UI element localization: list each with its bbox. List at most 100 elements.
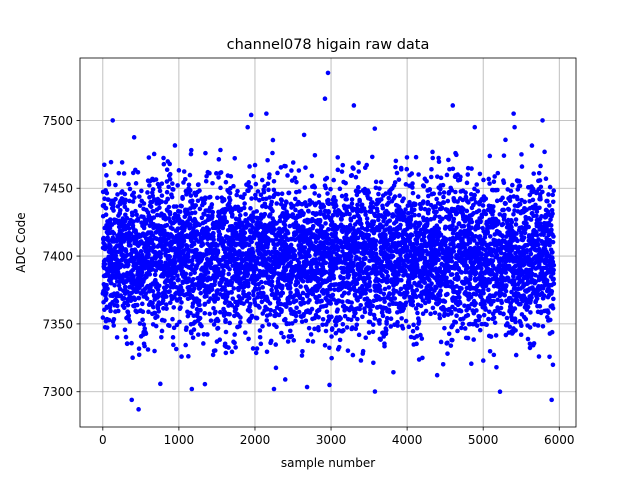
data-point (152, 272, 158, 278)
data-point (195, 332, 201, 337)
data-point (416, 172, 421, 177)
data-point (242, 230, 248, 236)
data-point (358, 221, 364, 227)
data-point (106, 317, 112, 323)
data-point (306, 209, 311, 214)
data-point (333, 203, 339, 209)
data-point (358, 302, 364, 308)
data-point (152, 348, 157, 354)
data-point (171, 342, 176, 348)
data-point (112, 282, 117, 288)
data-point (381, 291, 387, 297)
data-point (122, 191, 128, 197)
data-point (141, 322, 147, 327)
data-point (164, 179, 170, 184)
data-point (212, 348, 218, 353)
data-point (440, 182, 446, 188)
data-point (274, 324, 279, 330)
data-point (370, 329, 376, 335)
data-point (202, 310, 208, 316)
data-point (394, 170, 400, 176)
data-point (436, 159, 442, 165)
data-point (415, 194, 421, 200)
data-point (446, 157, 451, 163)
data-point (131, 274, 136, 279)
data-point (387, 191, 393, 197)
data-point (275, 170, 280, 176)
data-point (372, 126, 378, 131)
data-point (126, 226, 132, 231)
data-point (437, 315, 443, 321)
data-point (232, 340, 237, 346)
data-point (383, 328, 389, 333)
data-point (454, 210, 460, 216)
data-point (104, 290, 109, 296)
data-point (243, 330, 248, 335)
data-point (310, 339, 316, 344)
data-point (216, 175, 221, 180)
data-point (430, 149, 435, 155)
data-point (103, 212, 109, 217)
data-point (427, 187, 433, 192)
data-point (205, 270, 211, 275)
data-point (290, 160, 296, 165)
data-point (162, 288, 168, 294)
data-point (437, 191, 443, 196)
data-point (208, 318, 214, 323)
data-point (465, 312, 471, 318)
data-point (124, 207, 130, 213)
data-point (106, 197, 111, 202)
data-point (270, 137, 276, 143)
data-point (312, 184, 318, 190)
data-point (426, 299, 432, 304)
data-point (339, 169, 345, 174)
data-point (202, 381, 208, 387)
data-point (191, 327, 197, 332)
data-point (372, 389, 378, 394)
data-point (445, 291, 450, 297)
data-point (166, 184, 171, 190)
data-point (445, 351, 450, 356)
data-point (473, 301, 478, 306)
data-point (198, 307, 203, 313)
data-point (309, 173, 315, 179)
data-point (280, 283, 285, 289)
data-point (266, 322, 272, 327)
data-point (203, 150, 208, 156)
data-point (451, 245, 457, 250)
data-point (323, 328, 329, 334)
data-point (440, 362, 446, 367)
data-point (384, 321, 389, 326)
data-point (175, 273, 180, 279)
data-point (218, 170, 224, 175)
data-point (121, 171, 127, 176)
data-point (202, 301, 208, 307)
data-point (319, 224, 325, 229)
data-point (472, 124, 478, 130)
data-point (401, 196, 406, 201)
data-point (376, 217, 381, 223)
data-point (345, 348, 351, 353)
data-point (426, 207, 432, 213)
data-point (246, 336, 251, 342)
data-point (449, 272, 455, 277)
data-point (269, 279, 275, 284)
data-point (329, 334, 334, 339)
data-point (324, 175, 330, 181)
data-point (363, 212, 368, 217)
data-point (116, 170, 122, 176)
data-point (340, 162, 346, 168)
data-point (238, 315, 243, 320)
data-point (231, 183, 236, 189)
data-point (294, 179, 299, 185)
data-point (307, 298, 312, 303)
data-point (138, 249, 144, 254)
data-point (125, 252, 130, 258)
data-point (128, 231, 134, 237)
data-point (146, 155, 152, 160)
data-point (455, 328, 460, 334)
data-point (229, 290, 234, 295)
data-point (415, 310, 420, 316)
data-point (217, 232, 223, 237)
data-point (377, 283, 383, 289)
